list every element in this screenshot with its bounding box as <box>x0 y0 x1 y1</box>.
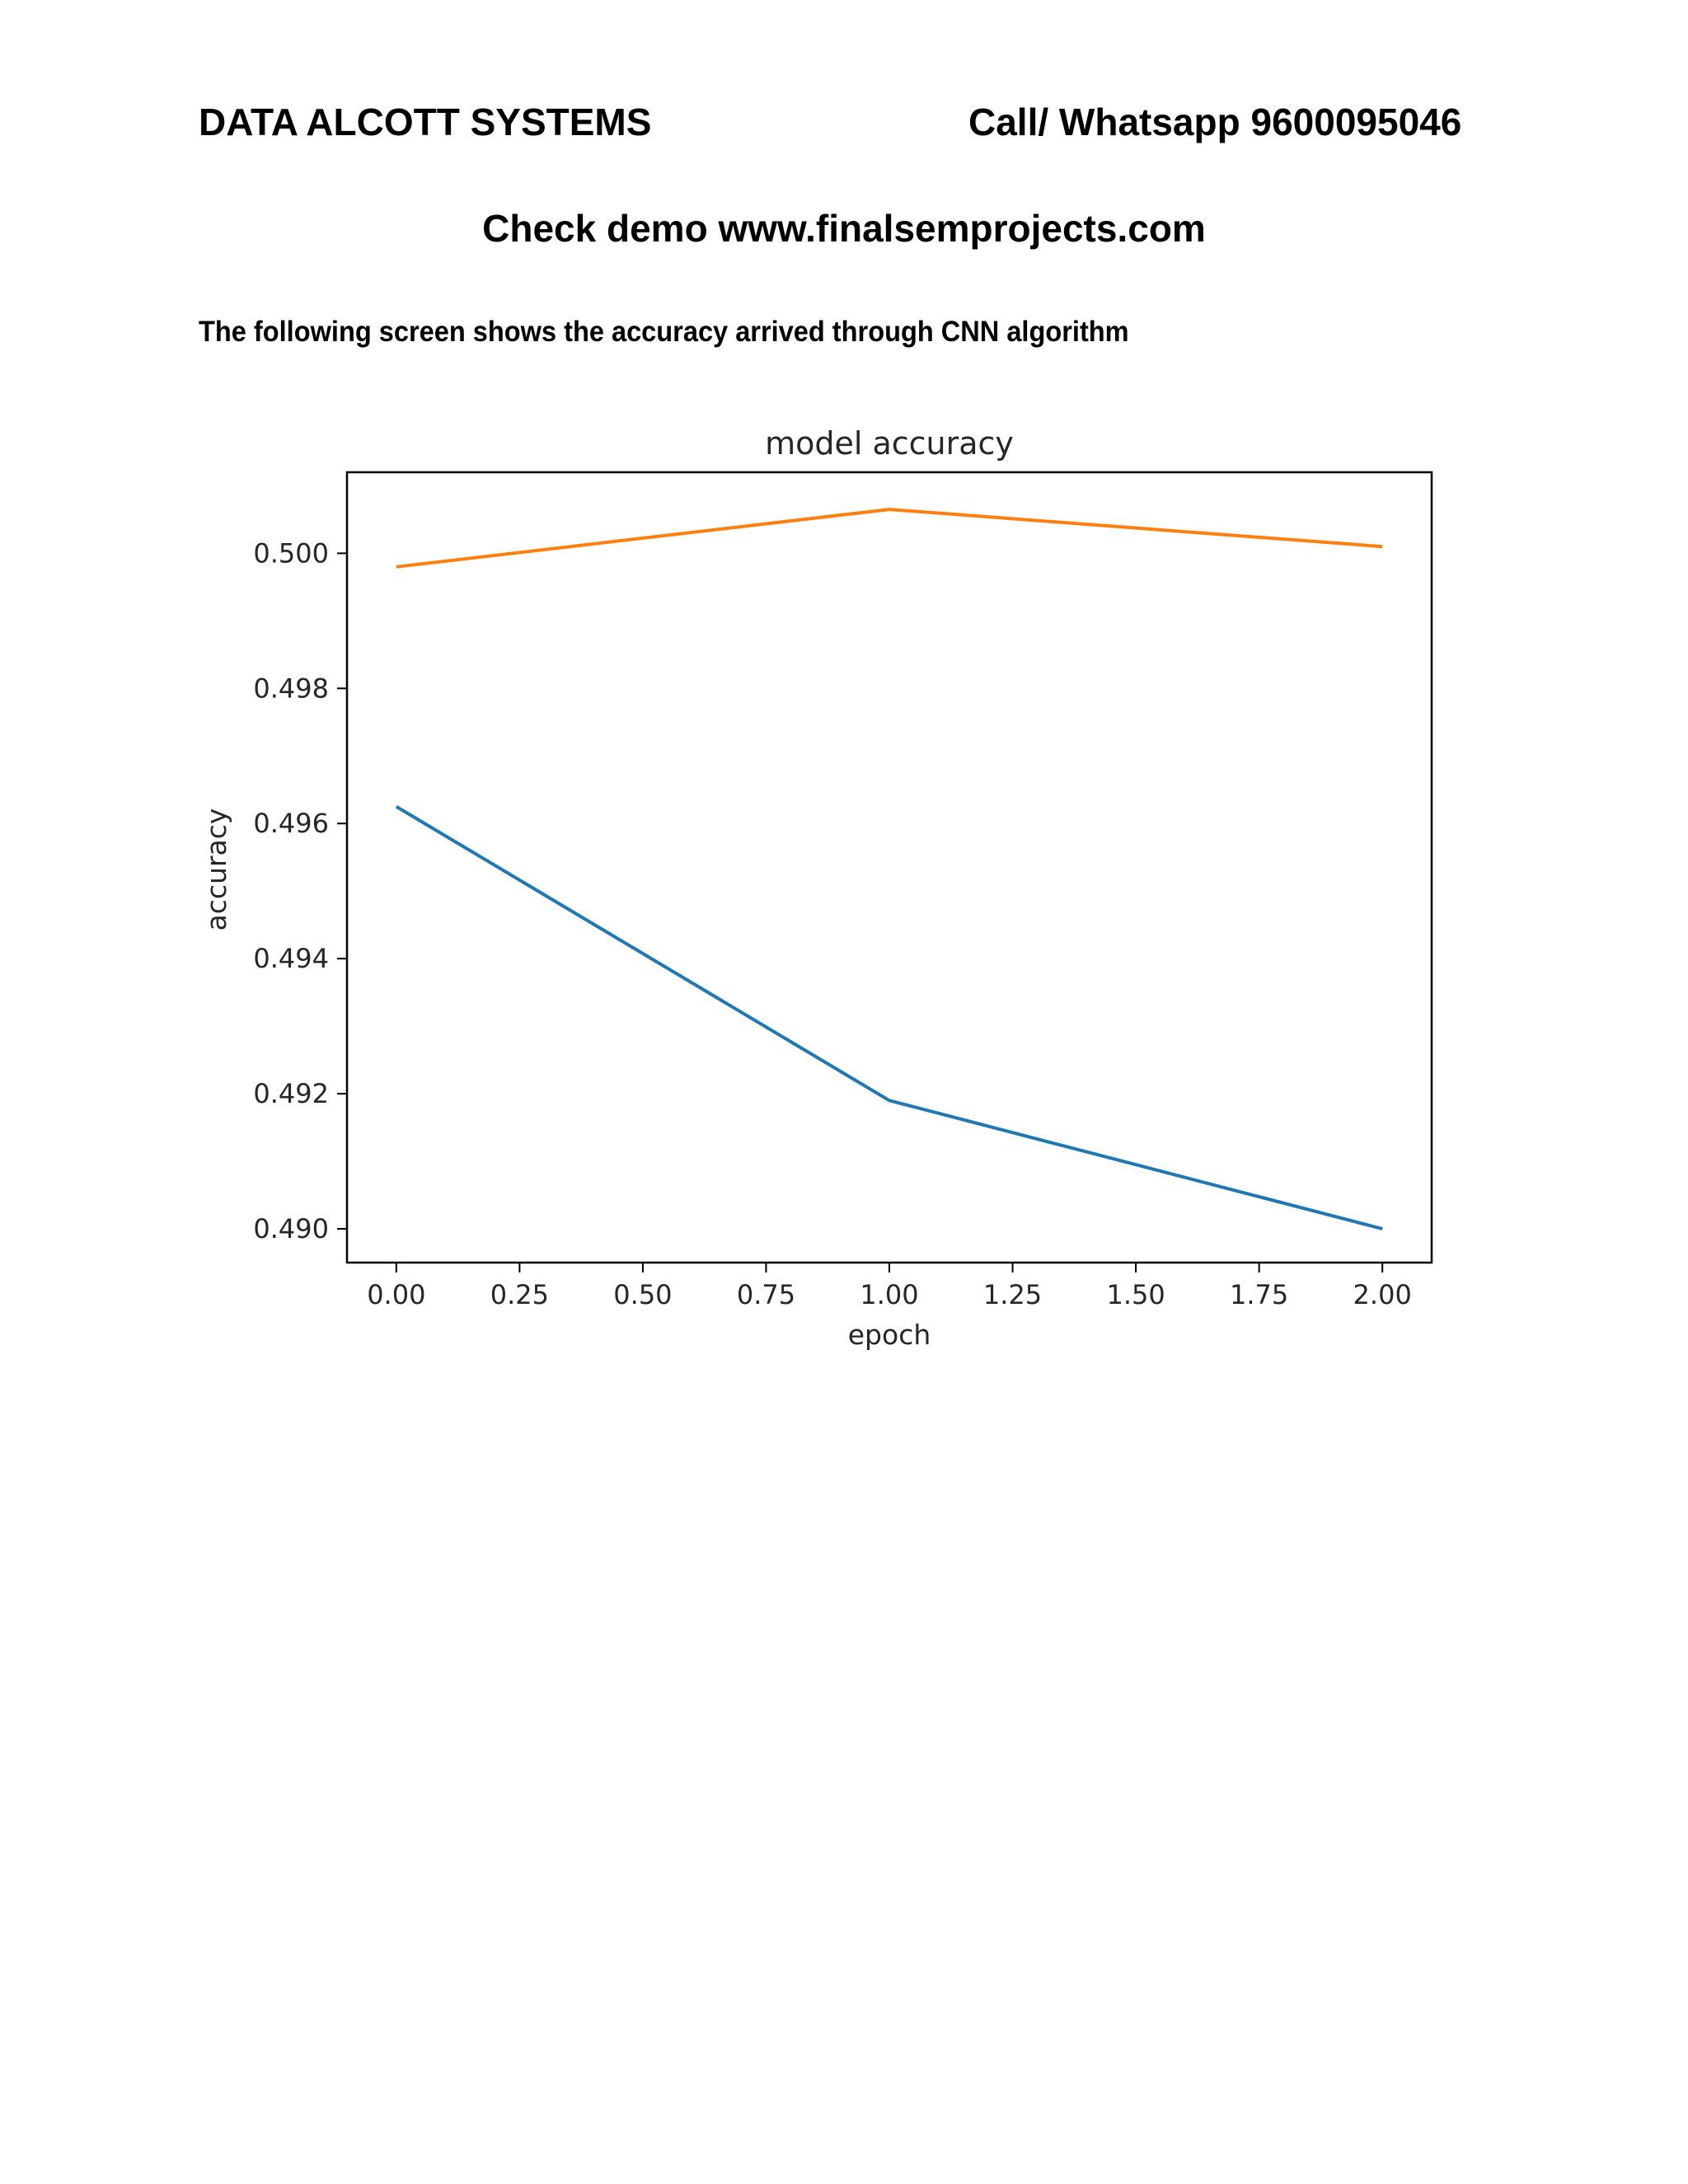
y-axis-ticks: 0.490 0.492 0.494 0.496 0.498 0.500 <box>253 537 347 1244</box>
x-tick-label: 0.75 <box>737 1279 795 1310</box>
y-axis-label: accuracy <box>200 808 232 931</box>
x-tick-label: 1.50 <box>1106 1279 1165 1310</box>
x-tick-label: 1.25 <box>983 1279 1042 1310</box>
x-tick-label: 0.50 <box>613 1279 672 1310</box>
x-tick-label: 1.00 <box>860 1279 918 1310</box>
series-lines <box>395 508 1383 1230</box>
demo-link-text: Check demo www.finalsemprojects.com <box>482 207 1206 250</box>
x-tick-label: 2.00 <box>1353 1279 1412 1310</box>
y-tick-label: 0.498 <box>253 673 329 704</box>
series-line-1 <box>395 804 1383 1230</box>
y-tick-label: 0.500 <box>253 537 329 569</box>
y-tick-label: 0.490 <box>253 1213 329 1244</box>
y-tick-label: 0.496 <box>253 808 329 839</box>
chart-title: model accuracy <box>765 425 1014 462</box>
y-tick-label: 0.494 <box>253 943 329 974</box>
contact-number: Call/ Whatsapp 9600095046 <box>968 101 1462 143</box>
x-tick-label: 1.75 <box>1230 1279 1288 1310</box>
y-tick-label: 0.492 <box>253 1078 329 1109</box>
chart-caption: The following screen shows the accuracy … <box>199 316 1129 348</box>
x-tick-label: 0.00 <box>367 1279 425 1310</box>
x-tick-label: 0.25 <box>490 1279 549 1310</box>
company-name: DATA ALCOTT SYSTEMS <box>199 101 652 143</box>
series-line-2 <box>396 508 1383 569</box>
plot-area-frame <box>345 471 1433 1264</box>
x-axis-label: epoch <box>848 1319 931 1351</box>
x-axis-ticks: 0.00 0.25 0.50 0.75 1.00 1.25 1.50 1.75 2.00 <box>367 1263 1412 1310</box>
